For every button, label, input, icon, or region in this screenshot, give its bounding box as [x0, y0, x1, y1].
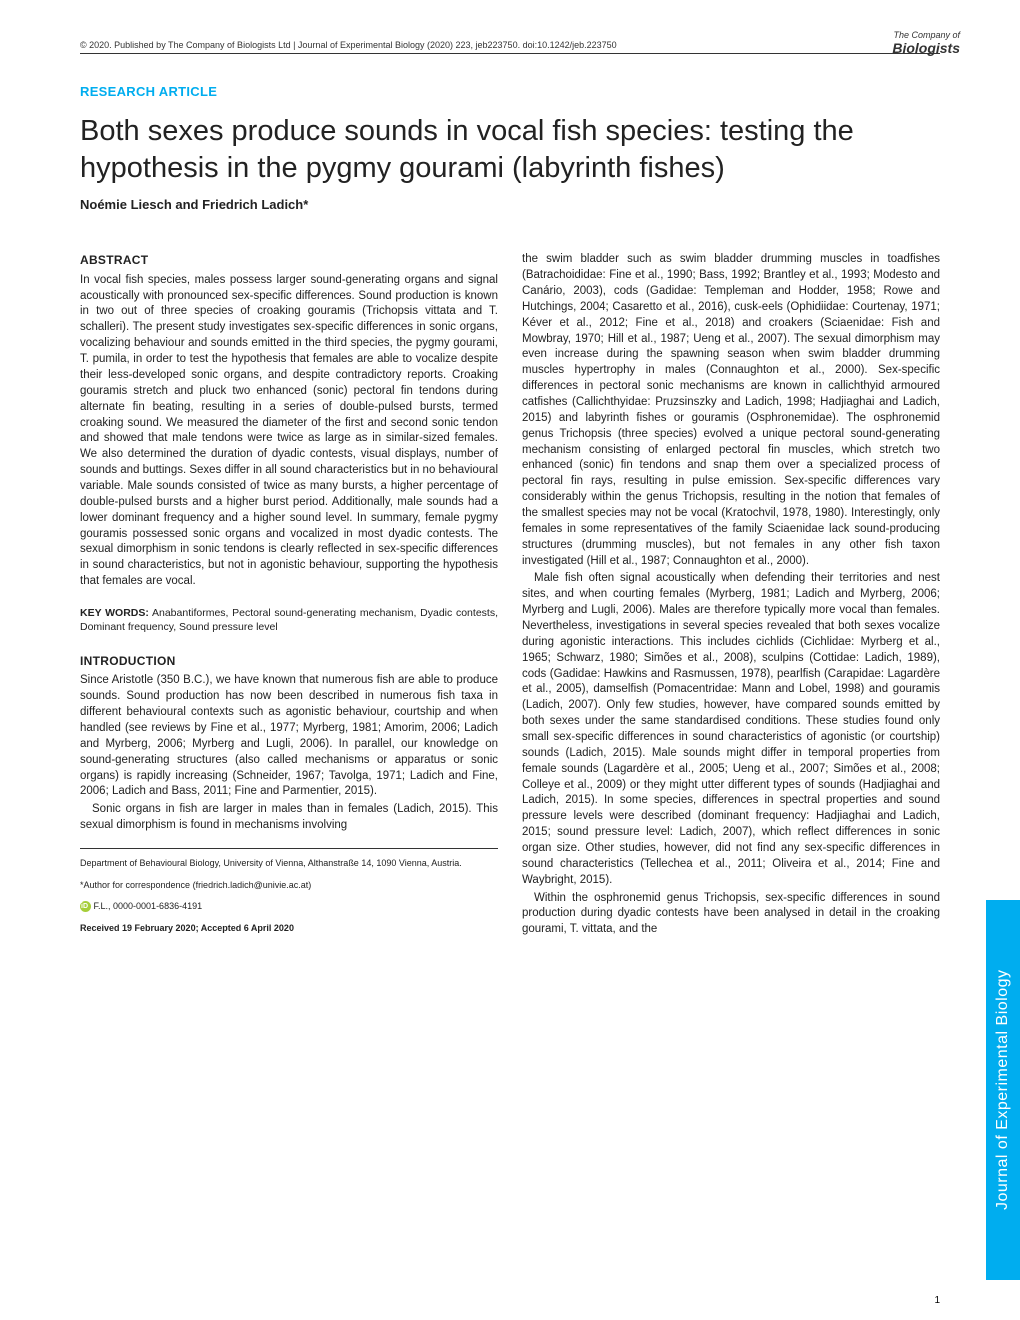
page: © 2020. Published by The Company of Biol…: [0, 0, 1020, 1320]
divider: [80, 848, 498, 849]
intro-para-2: Sonic organs in fish are larger in males…: [80, 802, 498, 834]
keywords-block: KEY WORDS: Anabantiformes, Pectoral soun…: [80, 606, 498, 635]
abstract-text: In vocal fish species, males possess lar…: [80, 273, 498, 590]
introduction-heading: INTRODUCTION: [80, 653, 498, 670]
author-list: Noémie Liesch and Friedrich Ladich*: [80, 197, 940, 212]
orcid-line: F.L., 0000-0001-6836-4191: [80, 900, 498, 912]
right-column-text: the swim bladder such as swim bladder dr…: [522, 252, 940, 938]
header-left: © 2020. Published by The Company of Biol…: [80, 40, 617, 50]
logo-line2: Biologists: [892, 40, 960, 56]
affiliation: Department of Behavioural Biology, Unive…: [80, 857, 498, 869]
two-column-body: ABSTRACT In vocal fish species, males po…: [80, 252, 940, 940]
right-column: the swim bladder such as swim bladder dr…: [522, 252, 940, 940]
introduction-text: Since Aristotle (350 B.C.), we have know…: [80, 673, 498, 834]
journal-side-tab: Journal of Experimental Biology: [986, 900, 1020, 1280]
col2-para-2: Male fish often signal acoustically when…: [522, 571, 940, 888]
left-column: ABSTRACT In vocal fish species, males po…: [80, 252, 498, 940]
orcid-text: F.L., 0000-0001-6836-4191: [94, 901, 203, 911]
orcid-icon: [80, 901, 91, 912]
keywords-label: KEY WORDS:: [80, 607, 149, 619]
col2-para-1: the swim bladder such as swim bladder dr…: [522, 252, 940, 569]
correspondence: *Author for correspondence (friedrich.la…: [80, 879, 498, 891]
page-number: 1: [934, 1295, 940, 1306]
publisher-logo: The Company of Biologists: [892, 30, 960, 56]
running-header: © 2020. Published by The Company of Biol…: [80, 40, 940, 54]
col2-para-3: Within the osphronemid genus Trichopsis,…: [522, 891, 940, 939]
article-title: Both sexes produce sounds in vocal fish …: [80, 113, 940, 187]
article-type: RESEARCH ARTICLE: [80, 84, 940, 99]
logo-line1: The Company of: [892, 30, 960, 40]
submission-dates: Received 19 February 2020; Accepted 6 Ap…: [80, 922, 498, 934]
abstract-heading: ABSTRACT: [80, 252, 498, 269]
intro-para-1: Since Aristotle (350 B.C.), we have know…: [80, 673, 498, 800]
